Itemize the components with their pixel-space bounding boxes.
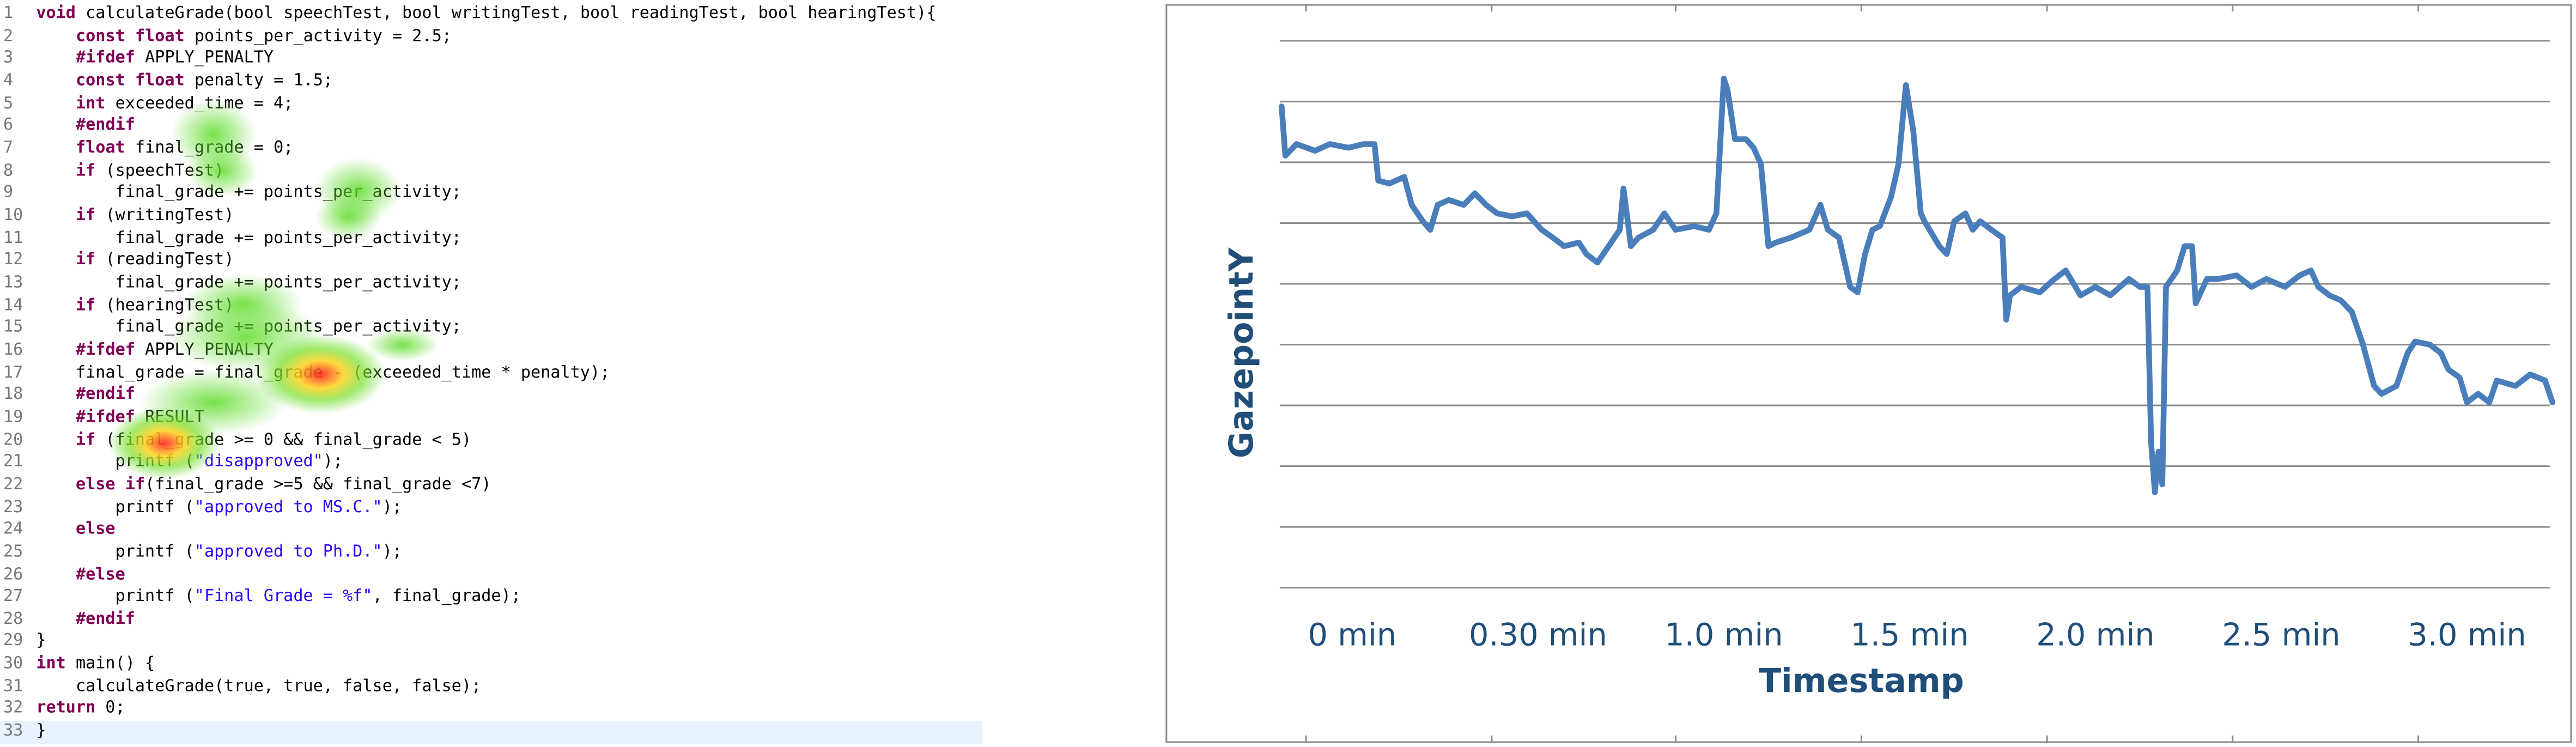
line-number: 2	[3, 27, 14, 46]
x-tick-label: 1.0 min	[1664, 617, 1783, 653]
code-text: #endif	[75, 610, 135, 629]
line-number: 26	[3, 566, 23, 584]
line-number: 20	[3, 431, 23, 450]
code-text: }	[36, 722, 46, 741]
line-number: 30	[3, 655, 23, 673]
line-number: 15	[3, 319, 23, 337]
data-line	[1279, 75, 2556, 495]
code-line: 2 const float points_per_activity = 2.5;	[0, 26, 982, 48]
code-text: void calculateGrade(bool speechTest, boo…	[36, 5, 937, 23]
line-number: 33	[3, 722, 23, 741]
line-number: 28	[3, 610, 23, 629]
code-line: 32 return 0;	[0, 699, 982, 721]
code-line: 30 int main() {	[0, 654, 982, 676]
code-text: if (readingTest)	[75, 251, 234, 270]
x-tick-label: 0 min	[1308, 617, 1397, 653]
line-number: 9	[3, 184, 14, 203]
line-number: 5	[3, 94, 14, 113]
code-text: }	[36, 633, 46, 651]
x-tick-label: 1.5 min	[1850, 617, 1969, 653]
line-number: 17	[3, 363, 23, 382]
line-number: 18	[3, 386, 23, 404]
code-text: printf ("approved to MS.C.");	[36, 498, 403, 517]
code-line: 24 else	[0, 519, 982, 542]
line-number: 12	[3, 251, 23, 270]
code-text: return 0;	[36, 700, 125, 719]
line-number: 16	[3, 341, 23, 360]
code-text: printf ("approved to Ph.D.");	[36, 543, 403, 561]
code-text: #endif	[75, 117, 135, 135]
code-text: int main() {	[36, 655, 155, 673]
line-number: 11	[3, 229, 23, 247]
code-text: #ifdef APPLY_PENALTY	[75, 50, 274, 68]
frame-ticks	[1305, 5, 2420, 742]
code-line: 28 #endif	[0, 609, 982, 631]
chart-frame	[1165, 4, 2572, 743]
line-number: 14	[3, 296, 23, 315]
x-tick-label: 2.0 min	[2036, 617, 2154, 653]
code-line: 3 #ifdef APPLY_PENALTY	[0, 48, 982, 70]
code-line: 1 void calculateGrade(bool speechTest, bo…	[0, 3, 982, 26]
code-text: if (writingTest)	[75, 207, 234, 225]
line-number: 10	[3, 207, 23, 225]
line-number: 31	[3, 677, 23, 696]
code-text: #else	[75, 566, 125, 584]
code-text: const float points_per_activity = 2.5;	[75, 27, 452, 46]
line-number: 3	[3, 50, 14, 68]
code-line: 29}	[0, 631, 982, 653]
code-line: 6 #endif	[0, 116, 982, 138]
y-axis-title: GazepointY	[1223, 247, 1261, 458]
code-text: #endif	[75, 386, 135, 404]
code-line: 25 printf ("approved to Ph.D.");	[0, 542, 982, 564]
line-number: 1	[3, 5, 14, 23]
code-text: calculateGrade(true, true, false, false)…	[36, 677, 482, 696]
code-line: 12 if (readingTest)	[0, 250, 982, 272]
code-line: 31 calculateGrade(true, true, false, fal…	[0, 676, 982, 699]
line-number: 6	[3, 117, 14, 135]
line-number: 21	[3, 453, 23, 472]
code-line: 23 printf ("approved to MS.C.");	[0, 497, 982, 519]
line-number: 7	[3, 139, 14, 158]
line-number: 27	[3, 588, 23, 606]
code-line: 33}	[0, 721, 983, 744]
code-line: 4 const float penalty = 1.5;	[0, 70, 982, 93]
line-number: 19	[3, 408, 23, 427]
line-number: 24	[3, 520, 23, 539]
x-tick-label: 0.30 min	[1469, 617, 1607, 653]
line-number: 23	[3, 498, 23, 517]
code-text: else	[75, 520, 116, 539]
x-axis-title: Timestamp	[1759, 662, 1964, 700]
line-number: 22	[3, 476, 23, 494]
code-line: 18 #endif	[0, 385, 982, 407]
code-line: 27 printf ("Final Grade = %f", final_gra…	[0, 586, 982, 609]
line-number: 8	[3, 162, 14, 180]
line-number: 32	[3, 700, 23, 719]
line-number: 25	[3, 543, 23, 561]
x-tick-label: 2.5 min	[2222, 617, 2340, 653]
code-line: 26 #else	[0, 564, 982, 586]
x-tick-label: 3.0 min	[2408, 617, 2526, 653]
code-text: const float penalty = 1.5;	[75, 72, 333, 90]
code-text: printf ("Final Grade = %f", final_grade)…	[36, 588, 521, 606]
line-number: 29	[3, 633, 23, 651]
line-number: 13	[3, 274, 23, 293]
line-number: 4	[3, 72, 14, 90]
code-line: 10 if (writingTest)	[0, 205, 982, 227]
